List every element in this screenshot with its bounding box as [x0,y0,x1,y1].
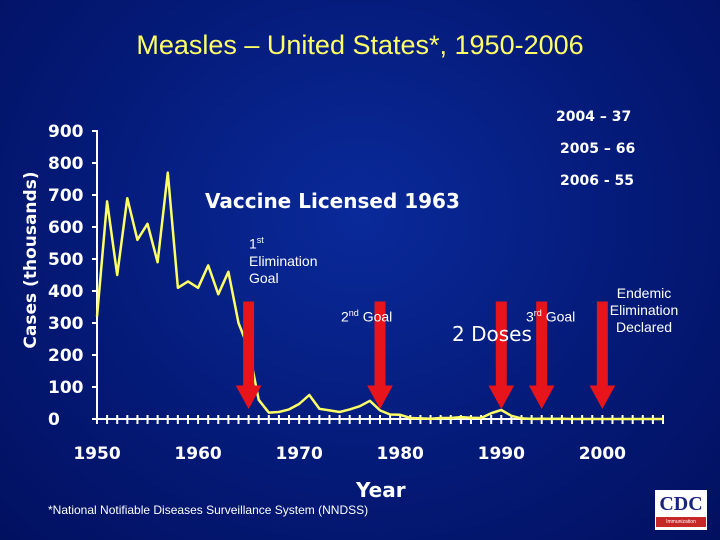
series-line-measles-cases [95,171,663,421]
y-tick-label: 400 [48,282,84,302]
third-goal-num: 3 [526,308,534,325]
annotation-2006: 2006 - 55 [560,173,635,189]
x-tick-label: 2000 [579,444,626,464]
footnote: *National Notifiable Diseases Surveillan… [48,503,369,517]
x-axis-label: Year [356,478,406,502]
red-arrow [488,301,515,410]
first-goal-line2: Goal [249,269,279,286]
red-arrow [367,301,393,410]
y-tick-label: 100 [48,378,84,398]
red-arrow [528,301,555,410]
red-arrow [589,301,616,410]
y-axis-label: Cases (thousands) [21,171,41,349]
first-goal-label: 1st Elimination Goal [249,232,317,287]
endemic-line3: Declared [615,319,673,335]
second-goal-num: 2 [341,308,349,325]
second-goal-text: Goal [362,308,393,325]
endemic-line2: Elimination [609,302,679,318]
x-tick-label: 1970 [275,444,322,464]
y-tick-label: 500 [48,250,84,270]
first-goal-num: 1 [249,235,257,252]
third-goal-label: 3rd Goal [526,305,575,326]
y-tick-label: 900 [48,122,84,142]
second-goal-sup: nd [348,308,359,318]
annotation-2004: 2004 – 37 [556,109,632,125]
chart-title: Measles – United States*, 1950-2006 [136,30,584,60]
first-goal-line1: Elimination [249,252,318,269]
cdc-logo-text: CDC [659,493,703,515]
red-arrow [235,301,262,410]
endemic-line1: Endemic [616,285,672,301]
y-tick-label: 0 [48,410,60,430]
second-goal-label: 2nd Goal [341,305,392,326]
first-goal-sup: st [256,235,264,245]
annotation-2005: 2005 – 66 [560,141,636,157]
vaccine-licensed-label: Vaccine Licensed 1963 [205,189,460,213]
y-tick-label: 600 [48,218,84,238]
cdc-logo: CDC Immunization [655,490,707,530]
x-tick-label: 1980 [377,444,424,464]
y-tick-label: 800 [48,154,84,174]
x-tick-label: 1990 [478,444,525,464]
x-tick-label: 1960 [174,444,221,464]
y-tick-label: 300 [48,314,84,334]
third-goal-sup: rd [533,308,542,318]
x-tick-label: 1950 [73,444,120,464]
y-tick-label: 200 [48,346,84,366]
cdc-logo-subtext: Immunization [656,517,706,527]
endemic-elimination-label: Endemic Elimination Declared [596,285,692,336]
two-doses-label: 2 Doses [452,322,532,346]
y-tick-label: 700 [48,186,84,206]
third-goal-text: Goal [545,308,576,325]
